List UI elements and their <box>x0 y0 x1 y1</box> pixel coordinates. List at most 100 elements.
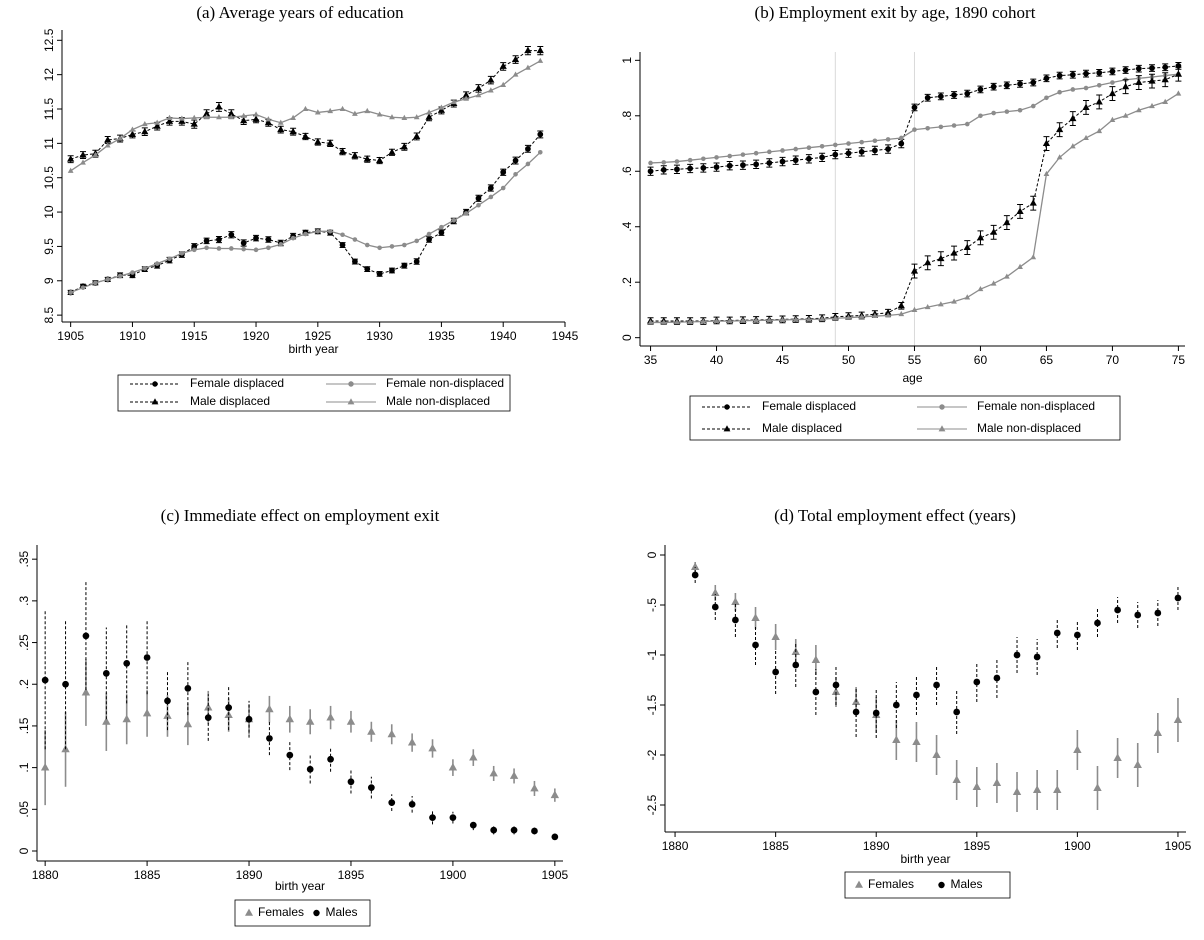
data-point <box>438 104 445 110</box>
data-point <box>203 114 210 120</box>
data-point <box>377 245 382 251</box>
x-axis-label: birth year <box>900 852 950 866</box>
y-tick-label: 0 <box>17 847 31 854</box>
data-point <box>963 243 971 251</box>
data-point <box>972 782 981 790</box>
data-point <box>751 613 760 621</box>
data-point <box>767 149 772 155</box>
data-point <box>339 105 346 112</box>
x-tick-label: 55 <box>908 353 922 367</box>
legend-label: Male non-displaced <box>977 421 1081 435</box>
data-point <box>819 315 825 322</box>
series-line <box>70 60 541 172</box>
data-point <box>301 132 310 140</box>
data-point <box>1003 82 1010 89</box>
data-point <box>363 155 371 162</box>
y-tick-label: 0 <box>645 551 659 558</box>
data-point <box>1096 69 1103 76</box>
data-point <box>713 164 720 170</box>
data-point <box>852 708 860 716</box>
legend-marker <box>855 880 863 888</box>
data-point <box>1016 207 1024 215</box>
data-point <box>780 148 785 153</box>
data-point <box>726 317 733 324</box>
data-point <box>426 236 432 243</box>
data-point <box>1003 273 1010 279</box>
data-point <box>660 166 667 173</box>
data-point <box>1042 139 1051 147</box>
data-point <box>1056 72 1063 79</box>
data-point <box>953 708 961 716</box>
data-point <box>1083 85 1089 91</box>
data-point <box>164 697 171 705</box>
legend-marker <box>939 404 945 410</box>
data-point <box>326 139 334 146</box>
data-point <box>351 151 359 159</box>
data-point <box>1162 64 1169 71</box>
data-point <box>511 55 520 63</box>
x-tick-label: 1915 <box>181 329 208 343</box>
data-point <box>327 755 334 763</box>
x-tick-label: 45 <box>776 353 790 367</box>
data-point <box>306 765 314 773</box>
legend-box <box>117 374 511 412</box>
data-point <box>426 231 432 237</box>
data-point <box>102 717 111 725</box>
data-point <box>1070 87 1076 92</box>
data-point <box>340 232 345 238</box>
chart-title: (b) Employment exit by age, 1890 cohort <box>755 3 1036 22</box>
data-point <box>253 247 259 253</box>
data-point <box>1017 81 1023 87</box>
legend-label: Male displaced <box>190 394 270 408</box>
y-tick-label: 11.5 <box>42 97 56 120</box>
data-point <box>1135 65 1142 72</box>
y-tick-label: .35 <box>17 551 31 568</box>
legend-label: Female displaced <box>190 376 284 390</box>
legend-label: Females <box>258 905 304 919</box>
data-point <box>925 125 930 131</box>
data-point <box>885 146 891 152</box>
data-point <box>898 310 905 317</box>
data-point <box>265 116 272 122</box>
data-point <box>154 119 161 125</box>
data-point <box>448 762 458 771</box>
data-point <box>402 242 407 248</box>
data-point <box>327 107 334 114</box>
data-point <box>845 314 852 320</box>
data-point <box>1030 103 1036 109</box>
data-point <box>687 318 694 324</box>
y-tick-label: .2 <box>620 277 634 287</box>
data-point <box>128 130 137 137</box>
data-point <box>1083 70 1089 77</box>
data-point <box>1056 154 1063 160</box>
data-point <box>62 680 69 688</box>
data-point <box>154 261 160 266</box>
data-point <box>225 704 233 711</box>
x-tick-label: 1945 <box>552 329 579 343</box>
data-point <box>123 660 131 667</box>
y-tick-label: 10 <box>42 205 56 219</box>
data-point <box>216 114 222 120</box>
x-tick-label: 35 <box>644 353 658 367</box>
data-point <box>439 224 444 230</box>
chart-title: (d) Total employment effect (years) <box>774 506 1016 525</box>
data-point <box>1069 143 1076 149</box>
data-point <box>117 273 123 279</box>
data-point <box>367 727 376 735</box>
data-point <box>67 155 75 162</box>
data-point <box>1162 98 1169 104</box>
data-point <box>117 135 123 141</box>
x-tick-label: 1900 <box>1064 839 1091 853</box>
data-point <box>191 243 198 250</box>
data-point <box>1108 89 1117 97</box>
data-point <box>289 127 297 135</box>
y-tick-label: -1.5 <box>645 694 659 715</box>
data-point <box>537 131 544 138</box>
data-point <box>475 195 482 202</box>
legend-marker <box>347 398 355 405</box>
x-tick-label: 1930 <box>366 329 393 343</box>
data-point <box>550 790 560 799</box>
data-point <box>872 147 878 154</box>
data-point <box>142 266 148 271</box>
legend-label: Males <box>951 877 983 891</box>
